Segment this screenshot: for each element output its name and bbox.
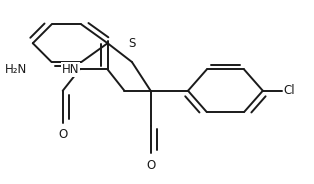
Text: O: O (58, 128, 67, 141)
Text: O: O (146, 159, 155, 172)
Text: H₂N: H₂N (5, 63, 27, 76)
Text: Cl: Cl (284, 84, 295, 97)
Text: HN: HN (62, 63, 79, 76)
Text: S: S (128, 37, 136, 50)
